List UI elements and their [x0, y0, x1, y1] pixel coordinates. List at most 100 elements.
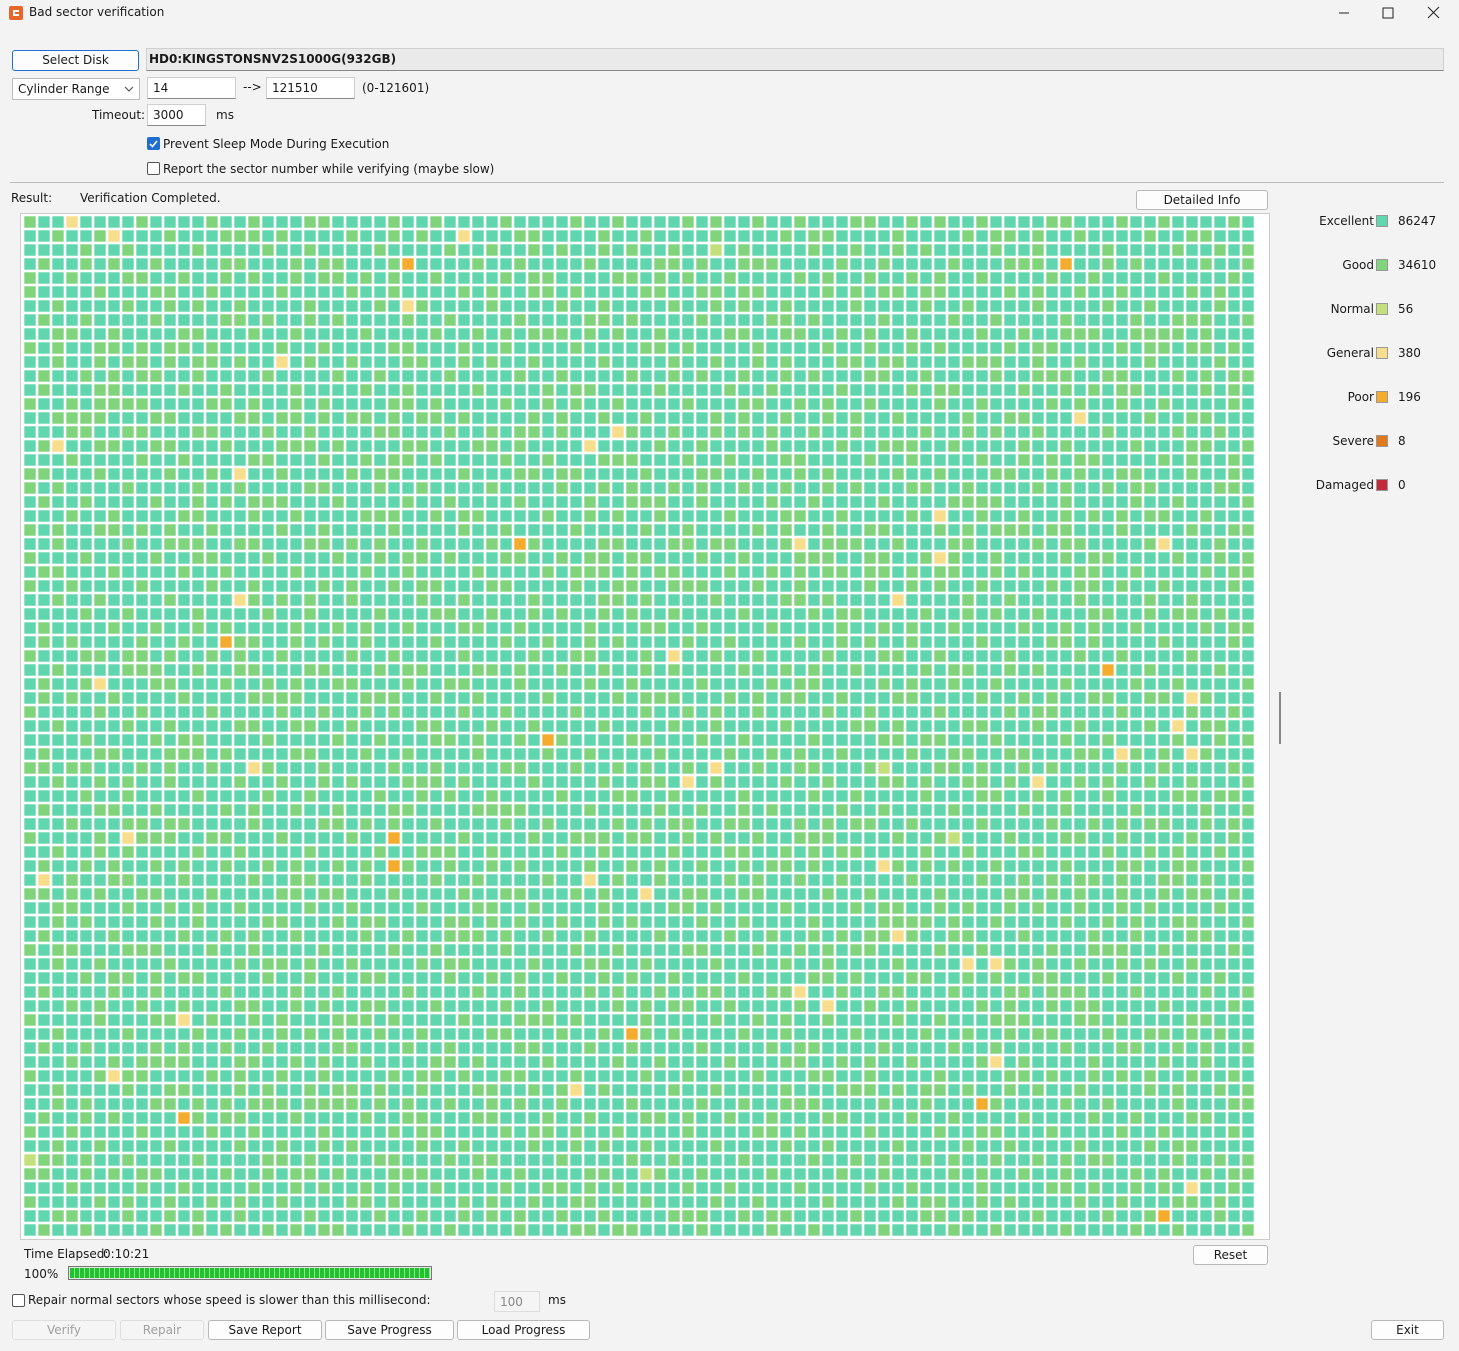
- sector-block: [1157, 733, 1171, 747]
- sector-block: [485, 257, 499, 271]
- sector-block: [415, 355, 429, 369]
- sector-block: [835, 747, 849, 761]
- sector-block: [863, 285, 877, 299]
- sector-block: [275, 761, 289, 775]
- sector-block: [457, 929, 471, 943]
- sector-block: [1143, 915, 1157, 929]
- sector-block: [233, 971, 247, 985]
- sector-block: [233, 957, 247, 971]
- sector-block: [653, 509, 667, 523]
- sector-block: [597, 943, 611, 957]
- sector-block: [653, 719, 667, 733]
- sector-block: [485, 775, 499, 789]
- sector-block: [457, 565, 471, 579]
- sector-block: [681, 845, 695, 859]
- sector-block: [639, 313, 653, 327]
- sector-block: [975, 607, 989, 621]
- sector-block: [653, 831, 667, 845]
- sector-block: [51, 355, 65, 369]
- sector-block: [401, 313, 415, 327]
- sector-block: [1003, 425, 1017, 439]
- sector-block: [51, 565, 65, 579]
- sector-block: [1087, 509, 1101, 523]
- sector-block: [1031, 845, 1045, 859]
- sector-block: [51, 859, 65, 873]
- sector-block: [1045, 383, 1059, 397]
- sector-block: [1115, 565, 1129, 579]
- sector-block: [1101, 215, 1115, 229]
- sector-block: [723, 243, 737, 257]
- sector-block: [79, 663, 93, 677]
- sector-block: [37, 383, 51, 397]
- sector-block: [737, 705, 751, 719]
- sector-block: [569, 411, 583, 425]
- sector-block: [765, 831, 779, 845]
- sector-block: [79, 593, 93, 607]
- sector-block: [317, 271, 331, 285]
- sector-block: [1073, 873, 1087, 887]
- range-start[interactable]: 14: [147, 77, 236, 99]
- sector-block: [443, 313, 457, 327]
- sector-block: [1185, 705, 1199, 719]
- sector-block: [177, 495, 191, 509]
- sector-block: [527, 495, 541, 509]
- sector-block: [331, 607, 345, 621]
- sector-block: [51, 719, 65, 733]
- range-dropdown[interactable]: Cylinder Range: [12, 78, 140, 100]
- sector-block: [569, 859, 583, 873]
- sector-block: [219, 551, 233, 565]
- sector-block: [681, 327, 695, 341]
- sector-block: [1017, 775, 1031, 789]
- sector-block: [149, 299, 163, 313]
- sector-block: [205, 677, 219, 691]
- detailed-info-button[interactable]: Detailed Info: [1136, 190, 1268, 210]
- sector-block: [135, 313, 149, 327]
- sector-block: [345, 747, 359, 761]
- sector-block: [373, 663, 387, 677]
- sector-block: [933, 887, 947, 901]
- sector-block: [541, 733, 555, 747]
- sector-block: [93, 999, 107, 1013]
- sector-block: [471, 593, 485, 607]
- sector-block: [219, 943, 233, 957]
- sector-block: [331, 481, 345, 495]
- sector-block: [1143, 551, 1157, 565]
- sector-block: [303, 747, 317, 761]
- sector-block: [247, 649, 261, 663]
- sector-block: [555, 859, 569, 873]
- sector-block: [1171, 579, 1185, 593]
- sector-block: [1199, 635, 1213, 649]
- sector-block: [541, 355, 555, 369]
- sector-block: [485, 579, 499, 593]
- sector-block: [275, 999, 289, 1013]
- sector-block: [975, 467, 989, 481]
- sector-block: [107, 481, 121, 495]
- sector-block: [667, 915, 681, 929]
- sector-block: [1017, 397, 1031, 411]
- sector-block: [681, 313, 695, 327]
- sector-block: [975, 369, 989, 383]
- checkbox[interactable]: [147, 162, 160, 175]
- range-end[interactable]: 121510: [266, 77, 355, 99]
- sector-block: [653, 985, 667, 999]
- window-controls[interactable]: [1330, 0, 1455, 26]
- sector-block: [891, 215, 905, 229]
- sector-block: [1129, 929, 1143, 943]
- sector-block: [499, 313, 513, 327]
- sector-block: [835, 649, 849, 663]
- sector-block: [527, 397, 541, 411]
- timeout-input[interactable]: 3000: [147, 104, 206, 126]
- sector-block: [807, 859, 821, 873]
- sector-block: [177, 439, 191, 453]
- select-disk-button[interactable]: Select Disk: [12, 50, 139, 71]
- sector-block: [807, 733, 821, 747]
- sector-block: [905, 425, 919, 439]
- sector-block: [149, 537, 163, 551]
- sector-block: [51, 971, 65, 985]
- checkbox[interactable]: [147, 137, 160, 150]
- sector-block: [653, 859, 667, 873]
- sector-block: [163, 845, 177, 859]
- sector-block: [275, 467, 289, 481]
- sector-block: [51, 523, 65, 537]
- sector-block: [359, 831, 373, 845]
